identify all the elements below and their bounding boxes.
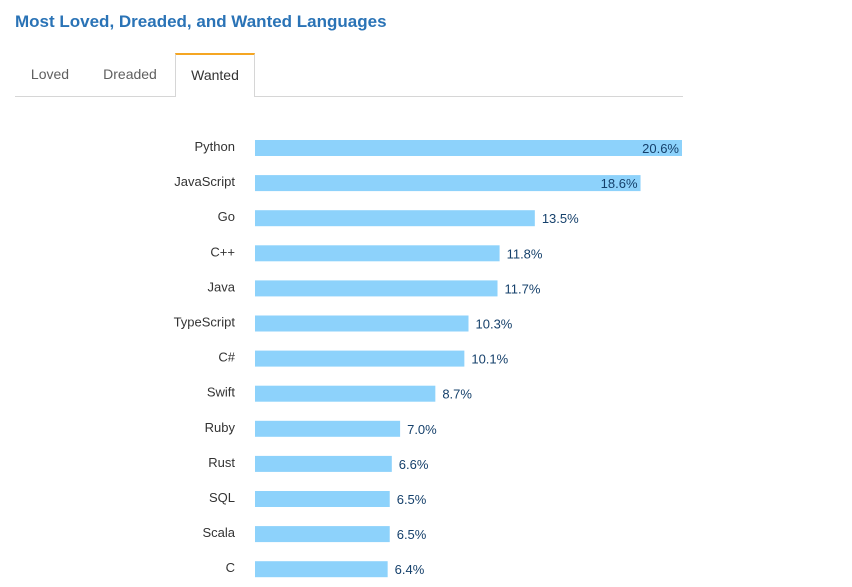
value-label: 13.5% [542,211,579,226]
category-label: Ruby [205,420,236,435]
bar [255,350,465,367]
bar [255,210,535,227]
bar [255,526,390,543]
tab-bar: Loved Dreaded Wanted [15,53,683,97]
value-label: 20.6% [642,141,679,156]
value-label: 7.0% [407,422,437,437]
tab-wanted[interactable]: Wanted [175,53,255,97]
category-label: C [226,560,235,575]
tab-loved[interactable]: Loved [30,66,70,82]
value-label: 11.7% [505,281,541,296]
value-label: 8.7% [442,387,472,402]
value-label: 18.6% [601,176,638,191]
value-label: 10.3% [476,317,513,332]
category-label: Go [218,209,235,224]
value-label: 6.5% [397,527,427,542]
bar [255,491,390,507]
value-label: 6.5% [397,492,427,507]
page-title: Most Loved, Dreaded, and Wanted Language… [15,12,387,31]
value-label: 10.1% [471,352,508,367]
value-label: 6.4% [395,562,425,577]
category-label: Java [208,279,236,294]
category-label: C++ [210,244,235,259]
category-label: C# [218,350,235,365]
bar [255,455,392,472]
category-label: Scala [202,525,235,540]
category-label: Swift [207,385,236,400]
bar [255,245,500,262]
bar [255,315,469,332]
category-label: Rust [208,455,235,470]
category-label: SQL [209,490,235,505]
value-label: 11.8% [507,246,543,261]
bar [255,280,498,297]
bar [255,140,682,156]
tab-dreaded[interactable]: Dreaded [103,66,157,82]
value-label: 6.6% [399,457,429,472]
bar [255,175,641,192]
category-label: Python [195,139,235,154]
bar [255,561,388,578]
bar [255,420,401,437]
category-label: TypeScript [174,315,236,330]
bar [255,385,436,402]
category-label: JavaScript [174,174,235,189]
